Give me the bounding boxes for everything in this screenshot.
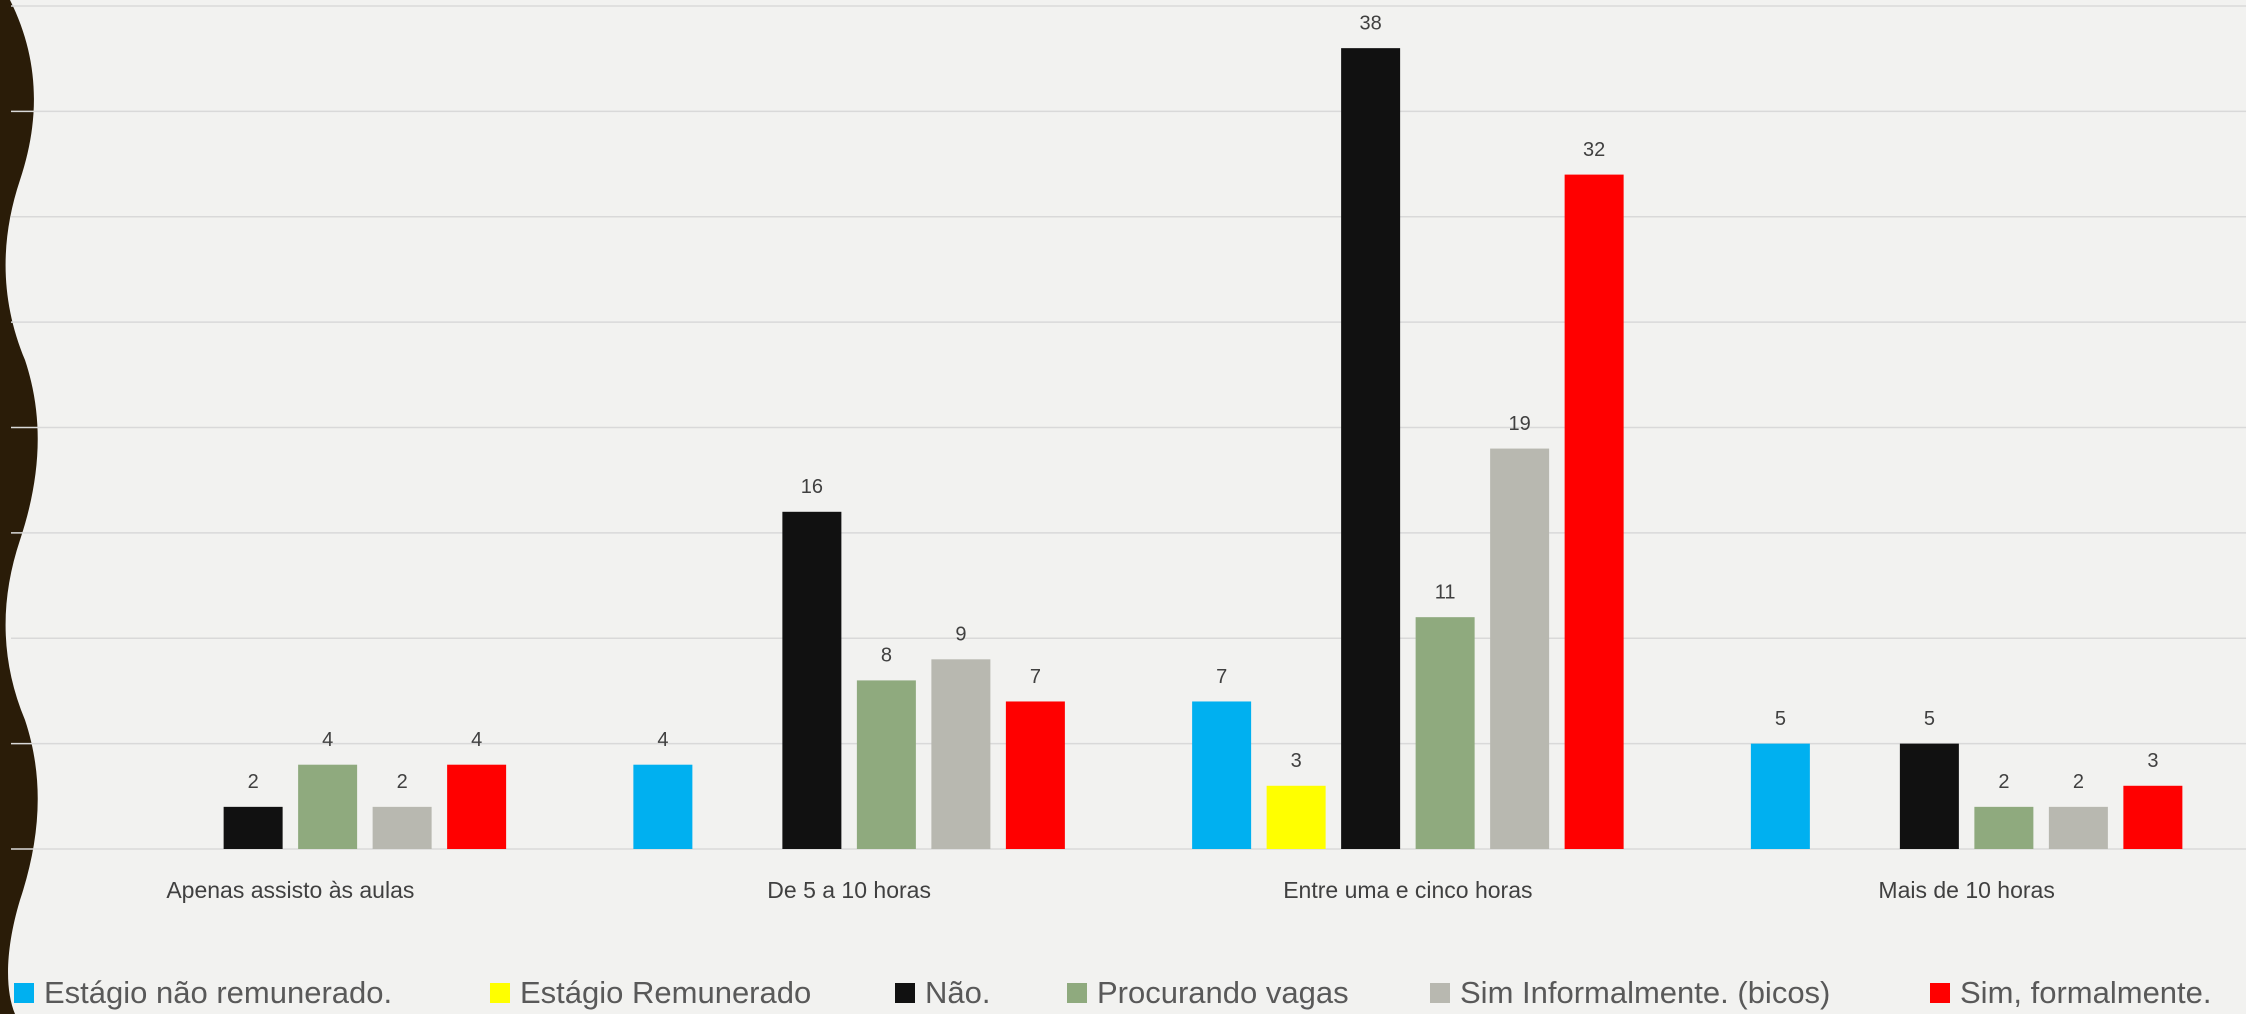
bar [2123,785,2183,849]
bar [1750,743,1810,849]
bar [2048,806,2108,849]
data-label: 3 [2147,750,2158,772]
data-label: 4 [322,729,333,751]
data-label: 16 [801,476,823,498]
legend-swatch [1430,983,1450,1003]
bar [372,806,432,849]
bar [1974,806,2034,849]
data-label: 5 [1924,708,1935,730]
legend-label: Sim, formalmente. [1960,975,2212,1010]
data-label: 5 [1775,708,1786,730]
legend-label: Estágio Remunerado [520,975,811,1010]
legend-swatch [1930,983,1950,1003]
legend-swatch [1067,983,1087,1003]
data-label: 11 [1435,581,1456,603]
data-label: 19 [1509,413,1531,435]
bar [1266,785,1326,849]
bar [1490,448,1550,849]
legend-swatch [895,983,915,1003]
x-tick-label: De 5 a 10 horas [767,877,931,903]
bar [1005,701,1065,849]
legend-label: Não. [925,975,990,1010]
legend-label: Sim Informalmente. (bicos) [1460,975,1830,1010]
bar [633,764,693,849]
data-label: 2 [2073,771,2084,793]
bar [298,764,358,849]
bar [1415,617,1475,849]
legend-swatch [14,983,34,1003]
data-label: 38 [1360,12,1382,34]
bar [1899,743,1959,849]
legend-swatch [490,983,510,1003]
data-label: 8 [881,645,892,667]
bar [931,659,991,849]
legend-label: Procurando vagas [1097,975,1349,1010]
x-tick-label: Apenas assisto às aulas [166,877,414,903]
bar [223,806,283,849]
data-label: 32 [1583,139,1605,161]
bar [856,680,916,849]
data-label: 2 [248,771,259,793]
bar [1564,174,1624,850]
bar [447,764,507,849]
data-label: 3 [1291,750,1302,772]
data-label: 4 [657,729,668,751]
legend-label: Estágio não remunerado. [44,975,392,1010]
data-label: 7 [1216,666,1227,688]
bar [1192,701,1252,849]
data-label: 7 [1030,666,1041,688]
bar [1341,48,1401,849]
decoration [0,0,38,1014]
x-tick-label: Entre uma e cinco horas [1283,877,1532,903]
data-label: 4 [471,729,482,751]
data-label: 2 [1998,771,2009,793]
data-label: 2 [397,771,408,793]
bar [782,511,842,849]
data-label: 9 [955,624,966,646]
x-tick-label: Mais de 10 horas [1878,877,2054,903]
